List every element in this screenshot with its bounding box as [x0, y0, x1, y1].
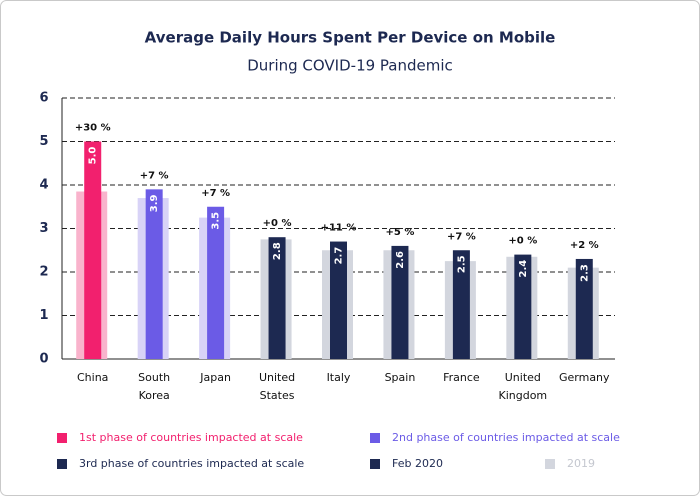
y-tick-label: 2	[39, 265, 48, 280]
legend-swatch	[57, 433, 67, 443]
x-tick-label: United Kingdom	[499, 371, 548, 402]
legend-swatch	[370, 459, 380, 469]
x-tick-label: China	[77, 371, 108, 384]
y-tick-label: 4	[39, 178, 48, 193]
bar-2020	[84, 141, 102, 359]
annotation: +0 %	[263, 218, 292, 229]
bar-2020	[391, 245, 409, 359]
value-label: 2.6	[395, 251, 406, 269]
value-label: 2.5	[456, 255, 467, 273]
value-label: 2.4	[518, 260, 529, 278]
y-tick-label: 1	[39, 308, 48, 323]
legend-swatch	[370, 433, 380, 443]
bar-2020	[207, 206, 225, 359]
value-label: 3.5	[211, 212, 222, 230]
y-tick-label: 5	[39, 134, 48, 149]
annotation: +7 %	[201, 188, 230, 199]
legend-label: Feb 2020	[392, 457, 443, 470]
value-label: 3.9	[149, 194, 160, 212]
annotation: +0 %	[508, 236, 537, 247]
legend-label: 2nd phase of countries impacted at scale	[392, 431, 620, 444]
chart-subtitle: During COVID-19 Pandemic	[247, 57, 453, 75]
value-label: 2.3	[579, 264, 590, 282]
value-label: 2.8	[272, 242, 283, 260]
annotation: +5 %	[386, 227, 415, 238]
chart-title: Average Daily Hours Spent Per Device on …	[145, 29, 556, 47]
value-label: 2.7	[334, 247, 345, 265]
x-tick-label: Germany	[559, 371, 610, 384]
bar-2020	[452, 250, 470, 359]
annotation: +2 %	[570, 240, 599, 251]
legend-label: 1st phase of countries impacted at scale	[79, 431, 303, 444]
x-tick-label: Spain	[385, 371, 416, 384]
annotation: +30 %	[75, 123, 111, 134]
legend-swatch	[57, 459, 67, 469]
annotation: +7 %	[447, 231, 476, 242]
annotation: +11 %	[321, 223, 357, 234]
x-tick-label: Italy	[327, 371, 351, 384]
annotation: +7 %	[140, 170, 169, 181]
y-tick-label: 0	[39, 352, 48, 367]
x-tick-label: South Korea	[138, 371, 170, 402]
bar-2020	[145, 189, 163, 359]
bar-2020	[575, 258, 593, 359]
x-tick-label: Japan	[199, 371, 231, 384]
bar-2020	[268, 237, 286, 359]
legend-swatch	[545, 459, 555, 469]
value-label: 5.0	[88, 147, 99, 165]
y-tick-label: 3	[39, 221, 48, 236]
bar-2020	[330, 241, 347, 359]
y-tick-label: 6	[39, 91, 48, 106]
legend-label: 3rd phase of countries impacted at scale	[79, 457, 304, 470]
bar-2020	[514, 254, 532, 359]
x-tick-label: United States	[259, 371, 295, 402]
x-tick-label: France	[443, 371, 480, 384]
legend-label: 2019	[567, 457, 595, 470]
